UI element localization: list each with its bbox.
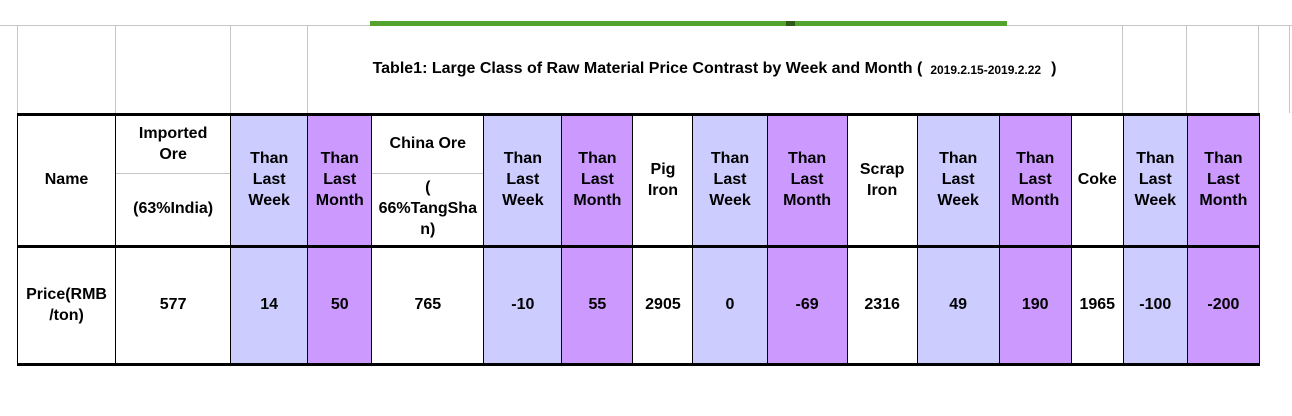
- header-cell-imported-ore: Imported Ore (63%India): [115, 113, 232, 248]
- header-cell-scrap-iron: Scrap Iron: [846, 113, 918, 248]
- header-cell-pig-iron: Pig Iron: [632, 113, 694, 248]
- header-cell-than-last-month-1: Than Last Month: [307, 113, 373, 248]
- price-row: Price(RMB /ton) 577 14 50 765 -10 55 2905 0 -69 23…: [16, 246, 1261, 366]
- table-title-date: 2019.2.15-2019.2.22: [930, 63, 1042, 77]
- column-gridline: [230, 25, 231, 113]
- value-coke: 1965: [1070, 246, 1124, 366]
- value-pig-iron: 2905: [632, 246, 694, 366]
- value-than-last-week-1: 14: [230, 246, 309, 366]
- header-cell-than-last-week-2: Than Last Week: [483, 113, 563, 248]
- value-than-last-month-3: -69: [766, 246, 848, 366]
- value-than-last-month-5: -200: [1186, 246, 1261, 366]
- value-than-last-month-4: 190: [998, 246, 1072, 366]
- column-gridline: [115, 25, 116, 113]
- value-than-last-week-3: 0: [692, 246, 768, 366]
- chart-border-line: [370, 21, 1007, 26]
- table-title-suffix: ): [1051, 60, 1057, 77]
- value-than-last-week-4: 49: [916, 246, 1000, 366]
- header-cell-than-last-month-5: Than Last Month: [1186, 113, 1261, 248]
- header-top-imported-ore: Imported Ore: [116, 118, 230, 174]
- table-title-text: Table1: Large Class of Raw Material Pric…: [372, 60, 923, 77]
- column-gridline: [1186, 25, 1187, 113]
- table-title: Table1: Large Class of Raw Material Pric…: [307, 26, 1122, 112]
- value-china-ore: 765: [371, 246, 485, 366]
- header-bottom-china-ore: ( 66%TangShan): [378, 179, 477, 238]
- column-gridline: [307, 25, 308, 113]
- column-gridline: [17, 25, 18, 113]
- column-gridline: [1258, 25, 1259, 113]
- value-scrap-iron: 2316: [846, 246, 918, 366]
- column-gridline: [1289, 25, 1290, 113]
- header-cell-china-ore: China Ore( 66%TangShan): [371, 113, 485, 248]
- header-cell-than-last-month-3: Than Last Month: [766, 113, 848, 248]
- header-cell-than-last-month-2: Than Last Month: [561, 113, 634, 248]
- header-cell-than-last-week-4: Than Last Week: [916, 113, 1000, 248]
- value-than-last-week-2: -10: [483, 246, 563, 366]
- raw-material-price-table: Name Imported Ore (63%India) Than Last Week…: [16, 113, 1261, 366]
- value-imported-ore: 577: [115, 246, 232, 366]
- header-top-china-ore: China Ore: [372, 118, 483, 174]
- column-gridline: [1122, 25, 1123, 113]
- header-cell-coke: Coke: [1070, 113, 1124, 248]
- header-cell-than-last-week-5: Than Last Week: [1122, 113, 1188, 248]
- value-than-last-week-5: -100: [1122, 246, 1188, 366]
- header-cell-than-last-week-3: Than Last Week: [692, 113, 768, 248]
- header-row: Name Imported Ore (63%India) Than Last Week…: [16, 113, 1261, 248]
- chart-border-dash: [786, 21, 795, 26]
- value-than-last-month-2: 55: [561, 246, 634, 366]
- header-bottom-imported-ore: (63%India): [133, 200, 214, 218]
- header-cell-than-last-week-1: Than Last Week: [230, 113, 309, 248]
- header-cell-than-last-month-4: Than Last Month: [998, 113, 1072, 248]
- row-label-price: Price(RMB /ton): [16, 246, 117, 366]
- header-cell-name: Name: [16, 113, 117, 248]
- value-than-last-month-1: 50: [307, 246, 373, 366]
